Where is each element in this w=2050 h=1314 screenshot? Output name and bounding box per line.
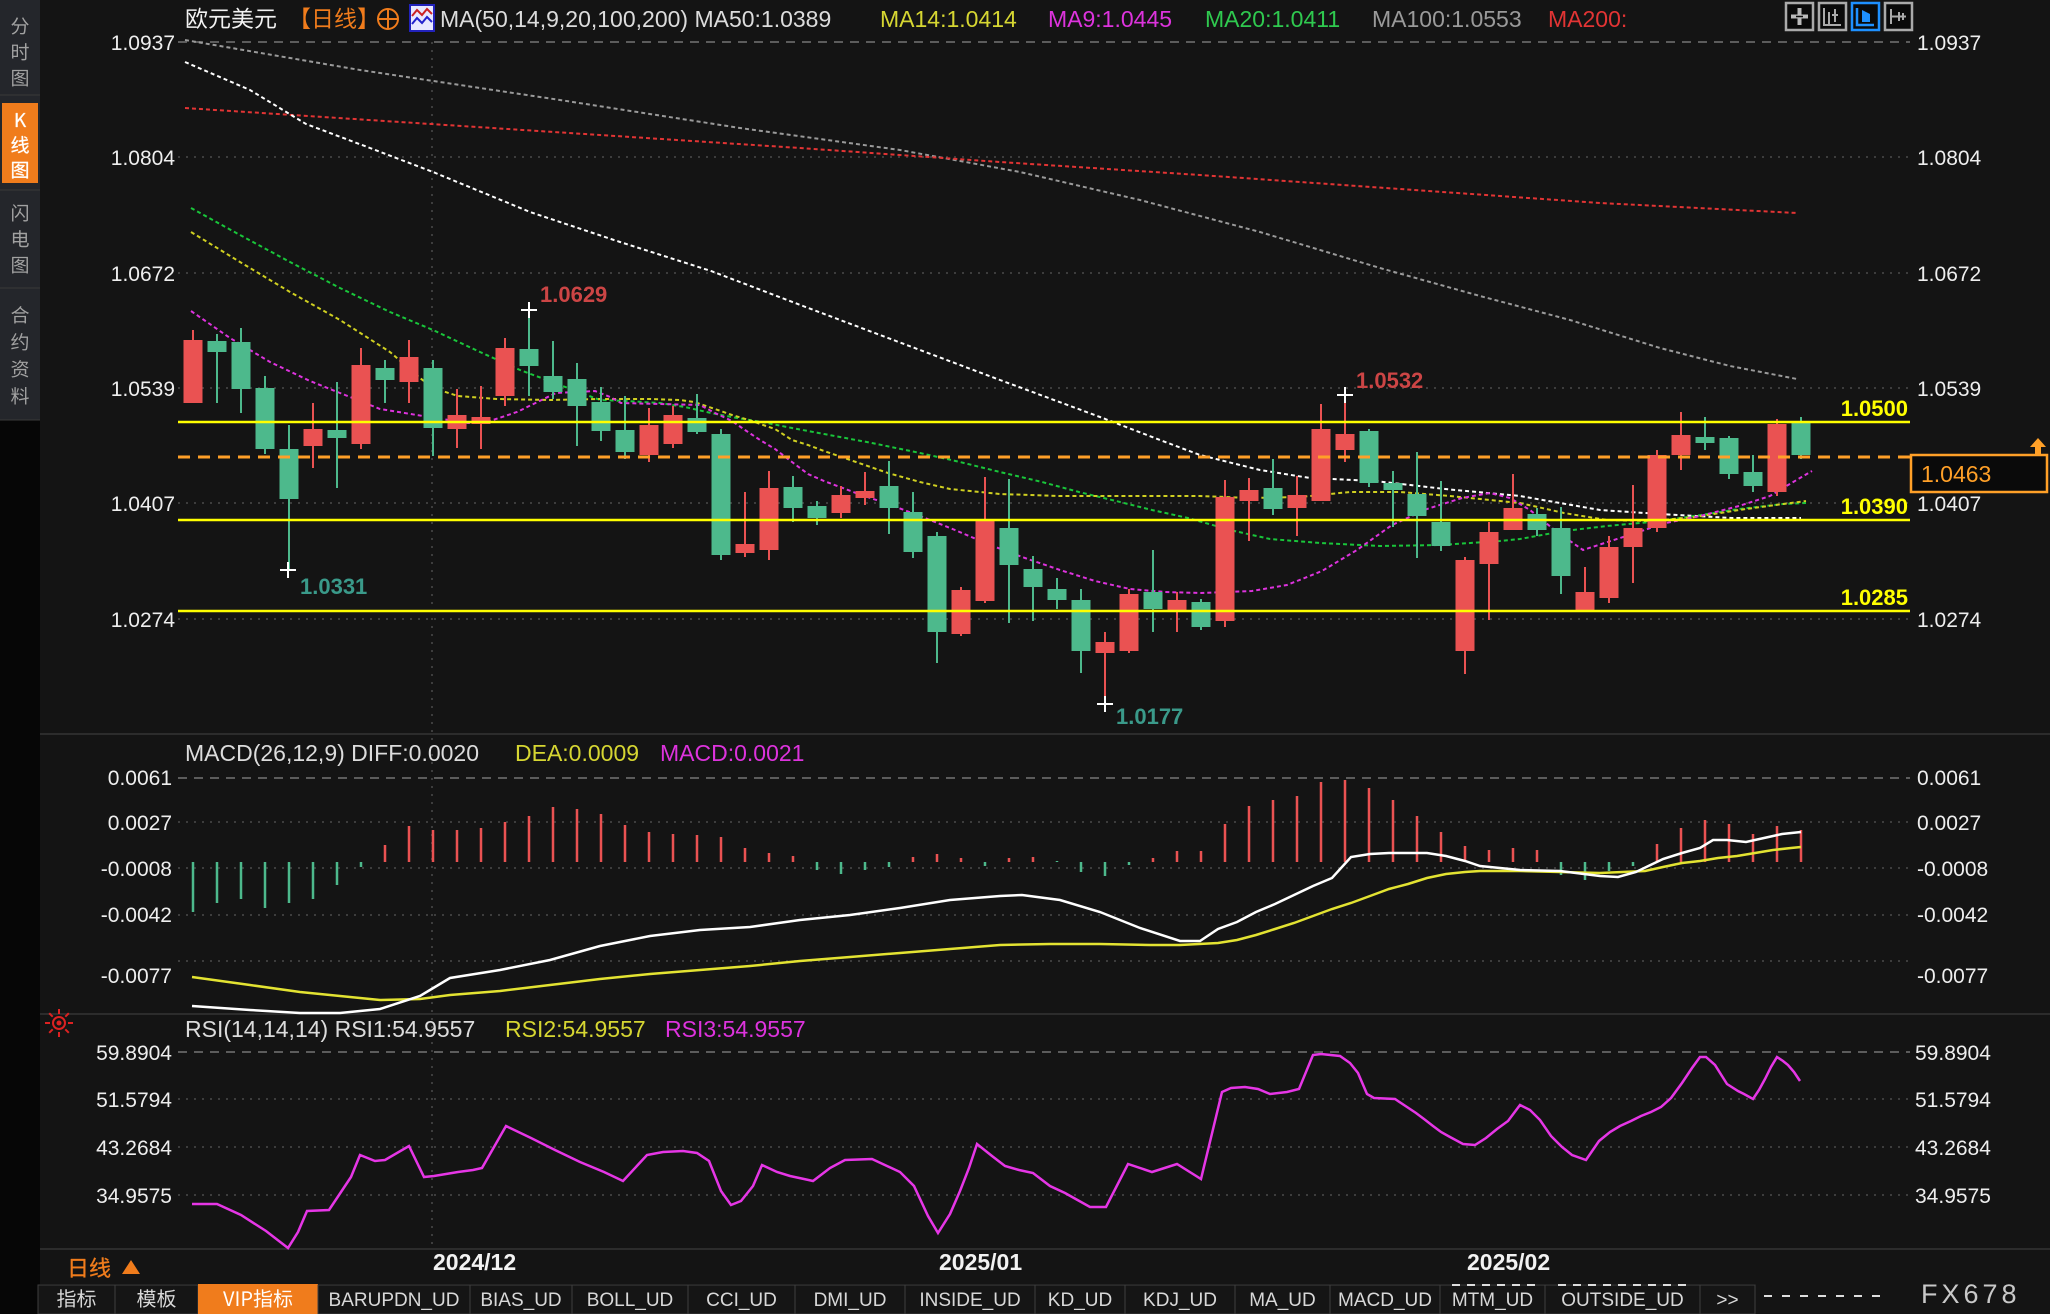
svg-text:1.0390: 1.0390 <box>1841 494 1908 519</box>
svg-text:43.2684: 43.2684 <box>1915 1137 1991 1160</box>
svg-text:RSI(14,14,14) RSI1:54.9557: RSI(14,14,14) RSI1:54.9557 <box>185 1016 475 1042</box>
svg-text:1.0285: 1.0285 <box>1841 585 1908 610</box>
svg-text:MA200:: MA200: <box>1548 6 1627 32</box>
svg-text:MA_UD: MA_UD <box>1249 1290 1316 1311</box>
svg-text:1.0672: 1.0672 <box>111 263 175 286</box>
svg-text:MA20:1.0411: MA20:1.0411 <box>1205 6 1340 32</box>
svg-text:1.0672: 1.0672 <box>1917 263 1981 286</box>
svg-text:1.0331: 1.0331 <box>300 574 367 599</box>
svg-text:34.9575: 34.9575 <box>1915 1185 1991 1208</box>
svg-text:1.0804: 1.0804 <box>1917 147 1982 170</box>
svg-text:KD_UD: KD_UD <box>1048 1290 1112 1311</box>
svg-text:1.0937: 1.0937 <box>1917 32 1981 55</box>
svg-text:1.0804: 1.0804 <box>111 147 176 170</box>
svg-text:-0.0008: -0.0008 <box>1917 858 1988 881</box>
svg-text:OUTSIDE_UD: OUTSIDE_UD <box>1561 1290 1683 1311</box>
svg-text:MACD(26,12,9) DIFF:0.0020: MACD(26,12,9) DIFF:0.0020 <box>185 740 479 766</box>
svg-text:0.0061: 0.0061 <box>108 767 172 790</box>
svg-text:-0.0077: -0.0077 <box>1917 965 1988 988</box>
svg-text:2025/01: 2025/01 <box>939 1249 1022 1275</box>
svg-text:43.2684: 43.2684 <box>96 1137 172 1160</box>
svg-text:51.5794: 51.5794 <box>96 1089 172 1112</box>
svg-text:0.0027: 0.0027 <box>108 812 172 835</box>
svg-text:BARUPDN_UD: BARUPDN_UD <box>329 1290 460 1311</box>
svg-text:KDJ_UD: KDJ_UD <box>1143 1290 1217 1311</box>
svg-text:1.0177: 1.0177 <box>1116 704 1183 729</box>
svg-text:BIAS_UD: BIAS_UD <box>480 1290 561 1311</box>
svg-text:CCI_UD: CCI_UD <box>706 1290 777 1311</box>
svg-text:MA14:1.0414: MA14:1.0414 <box>880 6 1017 32</box>
svg-text:-0.0042: -0.0042 <box>1917 904 1988 927</box>
svg-text:2024/12: 2024/12 <box>433 1249 516 1275</box>
svg-text:MA100:1.0553: MA100:1.0553 <box>1372 6 1522 32</box>
svg-text:MACD_UD: MACD_UD <box>1338 1290 1432 1311</box>
svg-text:1.0274: 1.0274 <box>111 609 176 632</box>
svg-text:1.0539: 1.0539 <box>1917 378 1981 401</box>
svg-text:0.0061: 0.0061 <box>1917 767 1981 790</box>
svg-text:34.9575: 34.9575 <box>96 1185 172 1208</box>
svg-text:BOLL_UD: BOLL_UD <box>587 1290 674 1311</box>
svg-text:MA(50,14,9,20,100,200) MA50:1.: MA(50,14,9,20,100,200) MA50:1.0389 <box>440 6 831 32</box>
svg-text:DEA:0.0009: DEA:0.0009 <box>515 740 639 766</box>
svg-text:RSI2:54.9557: RSI2:54.9557 <box>505 1016 646 1042</box>
svg-text:1.0407: 1.0407 <box>1917 493 1981 516</box>
svg-text:1.0937: 1.0937 <box>111 32 175 55</box>
svg-text:DMI_UD: DMI_UD <box>814 1290 887 1311</box>
svg-text:1.0500: 1.0500 <box>1841 396 1908 421</box>
svg-text:51.5794: 51.5794 <box>1915 1089 1991 1112</box>
svg-text:1.0407: 1.0407 <box>111 493 175 516</box>
svg-text:1.0629: 1.0629 <box>540 282 607 307</box>
svg-text:1.0539: 1.0539 <box>111 378 175 401</box>
svg-text:1.0274: 1.0274 <box>1917 609 1982 632</box>
svg-text:>>: >> <box>1716 1290 1738 1311</box>
svg-text:-0.0008: -0.0008 <box>101 858 172 881</box>
svg-text:59.8904: 59.8904 <box>1915 1042 1991 1065</box>
svg-text:1.0463: 1.0463 <box>1921 461 1991 487</box>
svg-text:MA9:1.0445: MA9:1.0445 <box>1048 6 1172 32</box>
svg-text:2025/02: 2025/02 <box>1467 1249 1550 1275</box>
svg-text:0.0027: 0.0027 <box>1917 812 1981 835</box>
svg-text:MACD:0.0021: MACD:0.0021 <box>660 740 804 766</box>
svg-text:MTM_UD: MTM_UD <box>1452 1290 1533 1311</box>
svg-text:INSIDE_UD: INSIDE_UD <box>919 1290 1020 1311</box>
svg-text:59.8904: 59.8904 <box>96 1042 172 1065</box>
svg-text:-0.0077: -0.0077 <box>101 965 172 988</box>
svg-text:FX678: FX678 <box>1921 1279 2021 1309</box>
svg-text:-0.0042: -0.0042 <box>101 904 172 927</box>
svg-text:1.0532: 1.0532 <box>1356 368 1423 393</box>
svg-text:RSI3:54.9557: RSI3:54.9557 <box>665 1016 806 1042</box>
